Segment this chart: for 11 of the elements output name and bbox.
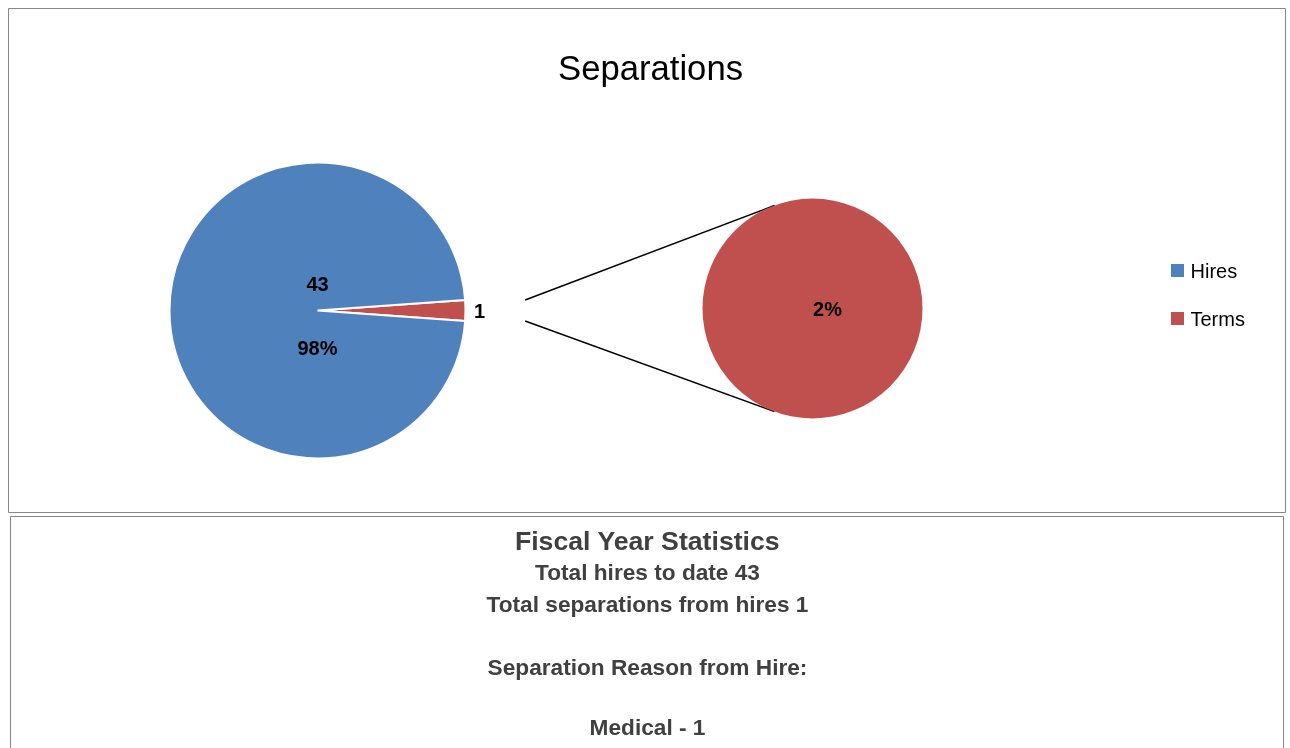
text: Total hires to date 43 [535,558,760,585]
chart-title: Separations [558,48,743,87]
text: Total separations from hires 1 [486,590,809,617]
text: Medical - 1 [589,713,706,740]
text: Fiscal Year Statistics [514,525,780,556]
legend-label: Hires [1190,259,1238,282]
text: Separation Reason from Hire: [487,653,808,680]
text: 2% [813,297,842,320]
data-label: 1 [473,299,486,322]
legend-label: Terms [1190,307,1245,330]
text: 43 98% [297,272,338,359]
